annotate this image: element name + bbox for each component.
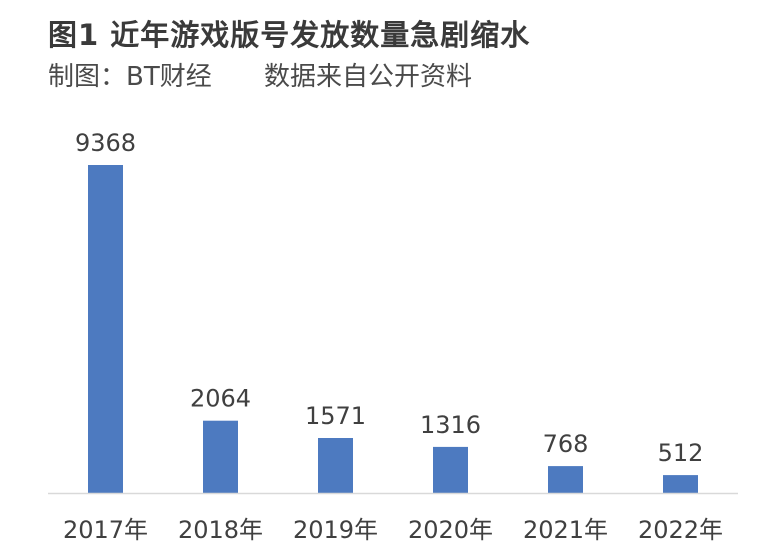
x-tick-label-3: 2020年 (408, 516, 493, 544)
bar-2 (318, 438, 353, 493)
bar-0 (88, 165, 123, 493)
chart-subtitle: 制图：BT财经 数据来自公开资料 (48, 56, 472, 93)
bars-group (88, 165, 698, 493)
x-tick-label-5: 2022年 (638, 516, 723, 544)
value-label-1: 2064 (190, 385, 251, 413)
x-tick-label-0: 2017年 (63, 516, 148, 544)
credit-text: 制图：BT财经 (48, 62, 212, 92)
value-label-5: 512 (658, 439, 704, 467)
bar-5 (663, 475, 698, 493)
bar-4 (548, 466, 583, 493)
x-tick-labels-group: 2017年 2018年 2019年 2020年 2021年 2022年 (63, 516, 723, 544)
x-tick-label-4: 2021年 (523, 516, 608, 544)
x-tick-label-1: 2018年 (178, 516, 263, 544)
value-label-0: 9368 (75, 129, 136, 157)
value-label-4: 768 (543, 430, 589, 458)
value-labels-group: 9368 2064 1571 1316 768 512 (75, 129, 703, 467)
bar-1 (203, 420, 238, 493)
source-text: 数据来自公开资料 (264, 62, 473, 92)
value-label-3: 1316 (420, 411, 481, 439)
x-tick-label-2: 2019年 (293, 516, 378, 544)
chart-title: 图1 近年游戏版号发放数量急剧缩水 (48, 18, 531, 52)
value-label-2: 1571 (305, 402, 366, 430)
bar-3 (433, 446, 468, 493)
